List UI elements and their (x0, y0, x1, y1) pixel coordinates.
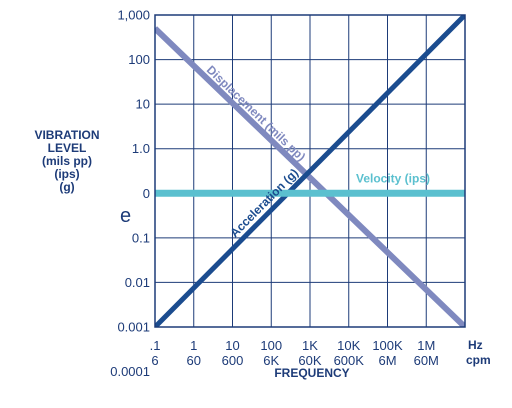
x-tick-label-hz: 100 (260, 338, 282, 353)
x-tick-label-cpm: 6 (151, 353, 158, 368)
x-axis-label: FREQUENCY (274, 366, 349, 380)
x-tick-label-cpm: 600 (222, 353, 244, 368)
y-axis-label-line-3: (mils pp) (42, 154, 92, 168)
series-label-acceleration: Acceleration (g) (227, 166, 301, 240)
y-tick-label: 0.01 (125, 275, 150, 290)
x-unit-cpm-label: cpm (466, 353, 491, 367)
y-tick-label: 100 (128, 52, 150, 67)
y-tick-label: 0.1 (132, 230, 150, 245)
x-tick-label-hz: 1M (417, 338, 435, 353)
stray-text: e (120, 205, 131, 227)
y-tick-label: 10 (136, 97, 150, 112)
y-tick-label: 1.0 (132, 141, 150, 156)
y-tick-label: 0.0001 (110, 364, 150, 379)
y-axis-label-line-4: (ips) (54, 167, 79, 181)
series-line-acceleration (155, 15, 465, 327)
series-line-displacement (155, 26, 465, 327)
x-tick-label-hz: 1K (302, 338, 318, 353)
plot-frame (154, 14, 466, 328)
y-axis-label-line-5: (g) (59, 180, 74, 194)
x-tick-label-hz: .1 (150, 338, 161, 353)
y-tick-labels: 1,000 100 10 1.0 0 0.1 0.01 0.001 0.0001 (110, 8, 150, 380)
x-tick-label-cpm: 6K (263, 353, 279, 368)
x-tick-labels: .1 1 10 100 1K 10K 100K 1M 6 60 600 6K 60K 600K 6M 60M (150, 338, 439, 368)
series-label-velocity: Velocity (ips) (356, 171, 430, 185)
chart-series (155, 15, 465, 327)
x-tick-label-hz: 1 (190, 338, 197, 353)
y-tick-label: 0 (143, 186, 150, 201)
y-axis-label: VIBRATION LEVEL (mils pp) (ips) (g) (34, 128, 99, 194)
x-unit-hz-label: Hz (468, 338, 483, 352)
x-tick-label-hz: 10 (225, 338, 239, 353)
y-axis-label-line-1: VIBRATION (34, 128, 99, 142)
series-labels: Displacement (mils pp)Acceleration (g) Ve… (204, 63, 430, 240)
x-tick-label-hz: 10K (337, 338, 360, 353)
x-tick-label-hz: 100K (372, 338, 403, 353)
y-tick-label: 0.001 (117, 320, 150, 335)
x-tick-label-cpm: 60M (414, 353, 439, 368)
y-axis-label-line-2: LEVEL (48, 141, 87, 155)
x-tick-label-cpm: 60K (298, 353, 321, 368)
x-tick-label-cpm: 6M (378, 353, 396, 368)
x-tick-label-cpm: 600K (334, 353, 365, 368)
x-tick-label-cpm: 60 (187, 353, 201, 368)
y-tick-label: 1,000 (117, 8, 150, 23)
